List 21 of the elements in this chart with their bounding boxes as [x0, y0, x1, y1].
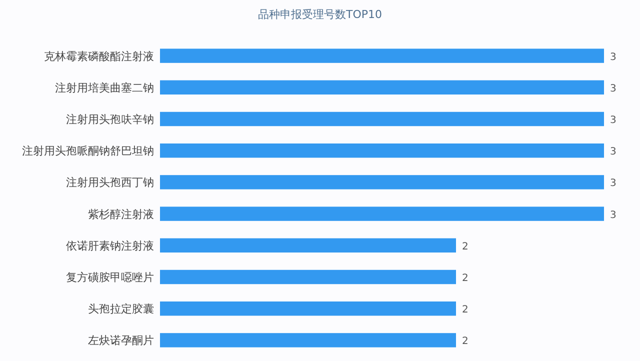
y-tick-label: 紫杉醇注射液	[88, 208, 154, 221]
y-tick-label: 注射用头孢呋辛钠	[66, 113, 154, 126]
y-tick-label: 克林霉素磷酸酯注射液	[44, 50, 154, 63]
y-tick-label: 头孢拉定胶囊	[88, 302, 154, 316]
y-tick-label: 注射用培美曲塞二钠	[55, 81, 154, 94]
data-label: 3	[610, 52, 616, 63]
data-label: 2	[462, 336, 468, 348]
data-label: 3	[610, 115, 616, 126]
data-label: 3	[610, 83, 616, 94]
data-label: 2	[462, 273, 468, 284]
data-label: 3	[610, 210, 616, 221]
y-tick-label: 依诺肝素钠注射液	[66, 239, 154, 252]
y-tick-label: 左炔诺孕酮片	[88, 334, 154, 348]
data-label: 3	[610, 178, 616, 190]
y-tick-label: 复方磺胺甲噁唑片	[66, 271, 154, 284]
data-label: 3	[610, 146, 616, 158]
y-tick-label: 注射用头孢哌酮钠舒巴坦钠	[22, 144, 154, 158]
y-tick-label: 注射用头孢西丁钠	[66, 176, 154, 190]
data-label: 2	[462, 241, 468, 252]
chart-title: 品种申报受理号数TOP10	[258, 8, 382, 21]
data-label: 2	[462, 304, 468, 316]
